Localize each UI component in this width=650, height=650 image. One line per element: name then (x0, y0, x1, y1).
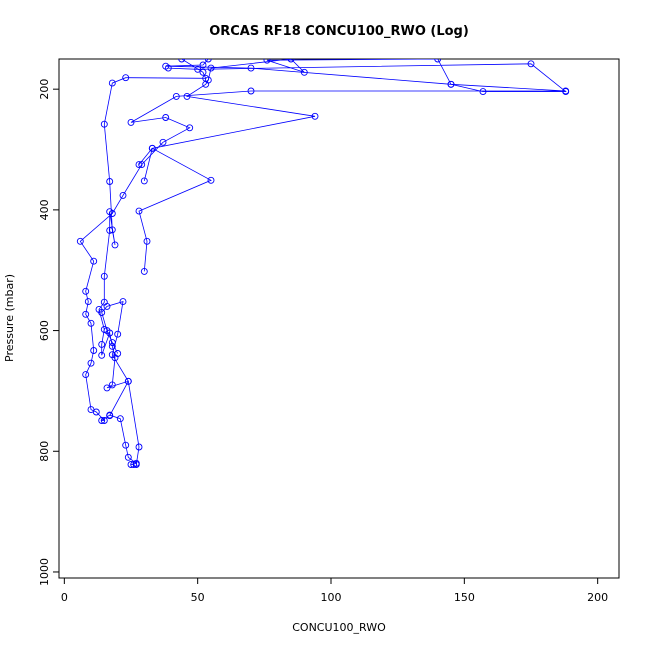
series-line (138, 59, 567, 272)
x-tick-label: 50 (191, 591, 205, 604)
data-point (162, 114, 170, 121)
data-point (119, 298, 127, 306)
data-point (98, 309, 106, 316)
data-point (108, 342, 116, 350)
series-2 (135, 59, 570, 275)
series-line (109, 380, 140, 465)
data-point (562, 88, 570, 96)
data-point (76, 237, 84, 245)
data-point (103, 384, 111, 392)
data-point (87, 406, 95, 414)
data-point (135, 443, 143, 451)
data-point (287, 59, 295, 63)
data-point (204, 76, 212, 84)
data-point (135, 207, 143, 215)
y-axis: 200 400 600 800 1000 (38, 79, 59, 586)
x-axis-label: CONCU100_RWO (292, 621, 386, 634)
series-3 (135, 144, 156, 185)
data-point (172, 92, 180, 100)
data-point (106, 412, 114, 420)
data-point (106, 178, 114, 185)
data-point (114, 330, 122, 338)
data-point (140, 177, 148, 185)
data-point (98, 351, 106, 359)
data-point (434, 59, 442, 63)
data-point (82, 287, 90, 295)
x-tick-label: 150 (454, 591, 475, 604)
data-point (135, 161, 143, 169)
data-point (106, 226, 114, 234)
plot-frame (58, 58, 620, 579)
data-point (90, 257, 98, 265)
data-point (164, 64, 172, 72)
y-tick-label: 400 (38, 199, 51, 220)
y-tick-label: 600 (38, 320, 51, 341)
data-point (194, 65, 202, 73)
data-point (207, 176, 215, 184)
data-point (204, 59, 212, 63)
data-point (127, 461, 135, 468)
y-tick-label: 1000 (38, 558, 51, 586)
series-line (79, 59, 566, 465)
data-point (124, 453, 132, 461)
data-point (87, 319, 95, 327)
series-1 (106, 377, 143, 468)
series-line (138, 148, 153, 181)
series-layer (76, 59, 570, 468)
data-point (127, 118, 135, 126)
data-point (103, 302, 111, 310)
data-point (527, 60, 535, 68)
data-point (207, 64, 215, 72)
data-point (247, 87, 255, 95)
data-point (87, 359, 95, 367)
data-point (82, 371, 90, 379)
data-point (114, 350, 122, 357)
data-point (124, 377, 132, 385)
data-point (111, 241, 119, 249)
y-axis-label: Pressure (mbar) (3, 274, 16, 362)
data-point (143, 237, 151, 245)
data-point (108, 226, 116, 234)
data-point (100, 120, 108, 128)
series-0 (76, 59, 570, 468)
data-point (132, 461, 140, 468)
data-point (183, 92, 191, 100)
data-point (98, 340, 106, 348)
data-point (90, 347, 98, 354)
data-point (148, 144, 156, 152)
data-point (100, 417, 108, 424)
x-tick-label: 200 (587, 591, 608, 604)
data-point (199, 61, 207, 69)
data-point (100, 272, 108, 280)
data-point (178, 59, 186, 63)
data-point (108, 79, 116, 87)
x-tick-label: 100 (321, 591, 342, 604)
data-point (159, 138, 167, 146)
chart-title: ORCAS RF18 CONCU100_RWO (Log) (209, 24, 469, 39)
data-point (311, 112, 319, 120)
data-point (119, 191, 127, 199)
data-point (82, 310, 90, 318)
y-tick-label: 800 (38, 441, 51, 462)
data-point (122, 441, 130, 449)
data-point (300, 68, 308, 76)
data-point (103, 327, 111, 335)
x-axis: 0 50 100 150 200 (61, 578, 608, 604)
y-tick-label: 200 (38, 79, 51, 100)
data-point (140, 267, 148, 275)
data-point (106, 208, 114, 216)
data-point (84, 298, 92, 306)
data-point (116, 415, 124, 423)
data-point (122, 74, 130, 82)
data-point (108, 339, 116, 347)
x-tick-label: 0 (61, 591, 68, 604)
data-point (108, 381, 116, 389)
data-point (447, 80, 455, 88)
data-point (263, 59, 271, 64)
data-point (479, 88, 487, 96)
data-point (186, 124, 194, 132)
data-point (98, 417, 106, 424)
